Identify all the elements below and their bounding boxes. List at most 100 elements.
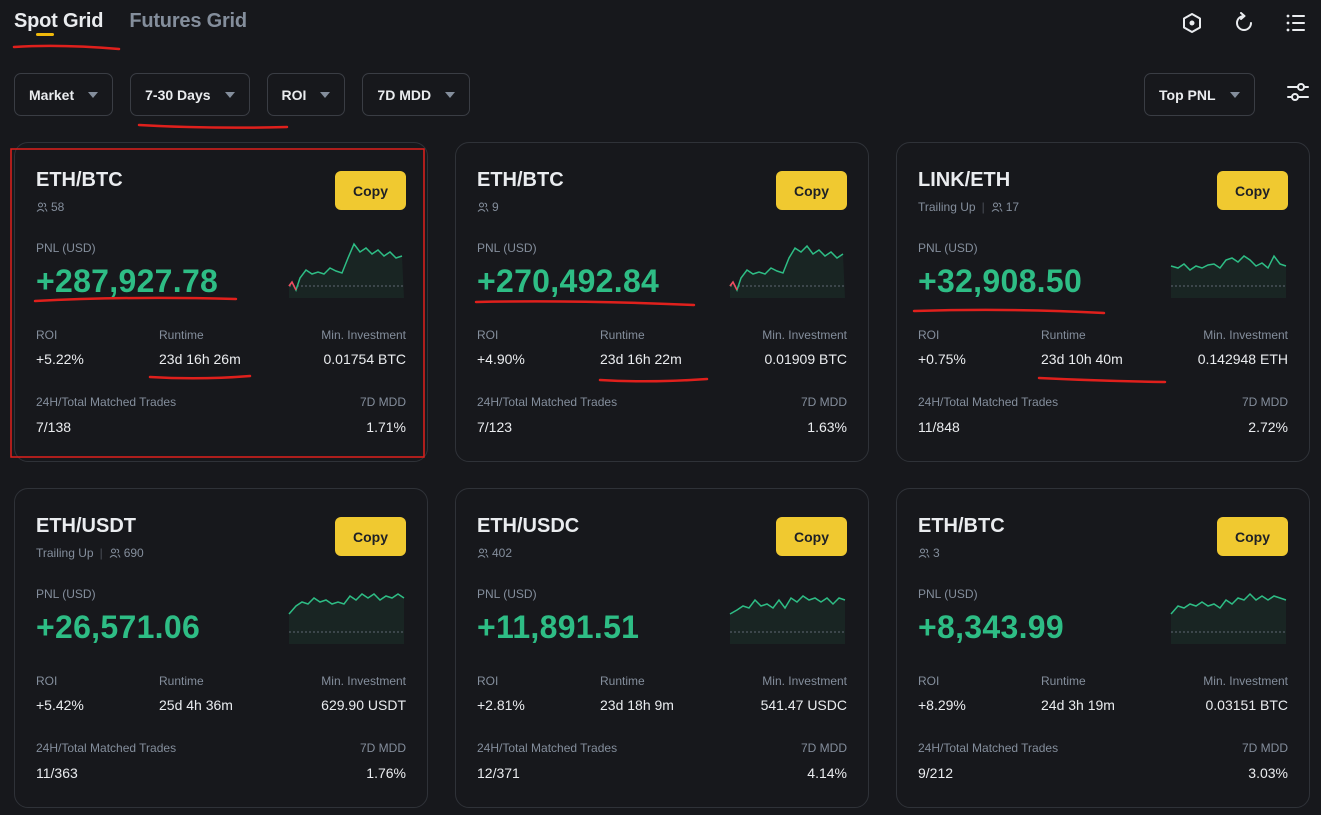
mdd-filter[interactable]: 7D MDD: [362, 73, 471, 116]
filter-label: ROI: [281, 86, 307, 103]
refresh-icon[interactable]: [1231, 10, 1257, 36]
grid-type-tabs: Spot Grid Futures Grid: [14, 10, 247, 33]
filter-label: 7D MDD: [377, 86, 432, 103]
copy-button[interactable]: Copy: [776, 171, 847, 210]
caret-down-icon: [445, 91, 456, 98]
roi-label: ROI: [36, 328, 58, 342]
runtime-label: Runtime: [1041, 674, 1086, 688]
pnl-label: PNL (USD): [918, 587, 978, 601]
matched-trades-value: 9/212: [918, 765, 954, 781]
copy-button[interactable]: Copy: [1217, 171, 1288, 210]
mdd-value: 1.76%: [366, 765, 406, 781]
roi-value: +5.22%: [36, 351, 84, 367]
runtime-value: 23d 16h 26m: [159, 351, 241, 367]
roi-value: +4.90%: [477, 351, 525, 367]
roi-value: +0.75%: [918, 351, 966, 367]
copier-count: 3: [933, 546, 940, 560]
trading-pair: ETH/BTC: [918, 515, 1005, 537]
mdd-label: 7D MDD: [359, 395, 406, 409]
pnl-sparkline: [1170, 254, 1287, 298]
min-investment-value: 0.01909 BTC: [764, 351, 848, 367]
runtime-filter[interactable]: 7-30 Days: [130, 73, 250, 116]
copier-count: 17: [1005, 200, 1020, 214]
sliders-icon[interactable]: [1285, 79, 1311, 105]
runtime-value: 25d 4h 36m: [159, 697, 233, 713]
tab-futures-grid[interactable]: Futures Grid: [129, 10, 247, 32]
trading-pair: ETH/USDT: [36, 515, 136, 537]
trailing-up-label: Trailing Up: [36, 546, 94, 560]
active-tab-indicator: [36, 33, 54, 36]
mdd-label: 7D MDD: [359, 741, 406, 755]
mdd-label: 7D MDD: [1241, 395, 1288, 409]
roi-label: ROI: [477, 328, 499, 342]
users-icon: [477, 202, 489, 212]
matched-trades-value: 11/848: [918, 419, 960, 435]
min-investment-label: Min. Investment: [1203, 674, 1288, 688]
roi-label: ROI: [918, 328, 940, 342]
runtime-label: Runtime: [1041, 328, 1086, 342]
runtime-value: 23d 10h 40m: [1041, 351, 1123, 367]
matched-trades-label: 24H/Total Matched Trades: [477, 741, 618, 755]
min-investment-value: 629.90 USDT: [321, 697, 406, 713]
sort-dropdown[interactable]: Top PNL: [1144, 73, 1255, 116]
strategy-card[interactable]: LINK/ETH Trailing Up | 17 Copy PNL (USD) +32,9…: [896, 142, 1310, 462]
users-icon: [918, 548, 930, 558]
strategy-card[interactable]: ETH/BTC 3 Copy PNL (USD) +8,343.99 ROI +8.29% R…: [896, 488, 1310, 808]
mdd-label: 7D MDD: [800, 741, 847, 755]
matched-trades-label: 24H/Total Matched Trades: [36, 395, 177, 409]
runtime-label: Runtime: [159, 328, 204, 342]
strategy-card[interactable]: ETH/USDC 402 Copy PNL (USD) +11,891.51 ROI +2.…: [455, 488, 869, 808]
min-investment-label: Min. Investment: [762, 674, 847, 688]
pnl-value: +270,492.84: [477, 263, 660, 299]
list-icon[interactable]: [1283, 10, 1309, 36]
pnl-sparkline: [729, 244, 845, 298]
pnl-sparkline: [729, 595, 846, 644]
caret-down-icon: [1229, 91, 1240, 98]
matched-trades-label: 24H/Total Matched Trades: [918, 741, 1059, 755]
card-meta: Trailing Up | 17: [918, 200, 1020, 214]
min-investment-value: 0.142948 ETH: [1197, 351, 1288, 367]
pnl-label: PNL (USD): [918, 241, 978, 255]
min-investment-label: Min. Investment: [1203, 328, 1288, 342]
trading-pair: ETH/BTC: [36, 169, 123, 191]
copy-button[interactable]: Copy: [335, 171, 406, 210]
pnl-sparkline: [288, 242, 404, 298]
users-icon: [36, 202, 48, 212]
copier-count: 690: [123, 546, 144, 560]
sort-label: Top PNL: [1159, 86, 1216, 103]
strategy-card[interactable]: ETH/BTC 9 Copy PNL (USD) +270,492.84 ROI +4.90…: [455, 142, 869, 462]
copy-button[interactable]: Copy: [776, 517, 847, 556]
pnl-value: +26,571.06: [36, 609, 201, 645]
mdd-value: 3.03%: [1248, 765, 1288, 781]
hexagon-icon[interactable]: [1179, 10, 1205, 36]
copier-count: 58: [51, 200, 65, 214]
min-investment-value: 0.01754 BTC: [323, 351, 407, 367]
matched-trades-label: 24H/Total Matched Trades: [477, 395, 618, 409]
roi-label: ROI: [36, 674, 58, 688]
trading-pair: ETH/BTC: [477, 169, 564, 191]
min-investment-label: Min. Investment: [321, 674, 406, 688]
runtime-label: Runtime: [600, 328, 645, 342]
strategy-card[interactable]: ETH/USDT Trailing Up | 690 Copy PNL (USD) +26,…: [14, 488, 428, 808]
matched-trades-value: 7/123: [477, 419, 513, 435]
market-filter[interactable]: Market: [14, 73, 114, 116]
copy-button[interactable]: Copy: [1217, 517, 1288, 556]
pnl-value: +8,343.99: [918, 609, 1064, 645]
copier-count: 9: [492, 200, 499, 214]
min-investment-value: 541.47 USDC: [760, 697, 847, 713]
trading-pair: LINK/ETH: [918, 169, 1011, 191]
runtime-label: Runtime: [600, 674, 645, 688]
mdd-value: 4.14%: [807, 765, 847, 781]
pnl-sparkline: [288, 593, 405, 644]
mdd-label: 7D MDD: [1241, 741, 1288, 755]
runtime-label: Runtime: [159, 674, 204, 688]
tab-spot-grid[interactable]: Spot Grid: [14, 10, 104, 32]
strategy-card[interactable]: ETH/BTC 58 Copy PNL (USD) +287,927.78 ROI +5.2…: [14, 142, 428, 462]
caret-down-icon: [224, 91, 235, 98]
roi-filter[interactable]: ROI: [266, 73, 346, 116]
min-investment-value: 0.03151 BTC: [1205, 697, 1289, 713]
copy-button[interactable]: Copy: [335, 517, 406, 556]
matched-trades-value: 11/363: [36, 765, 78, 781]
card-meta: 402: [477, 546, 512, 560]
